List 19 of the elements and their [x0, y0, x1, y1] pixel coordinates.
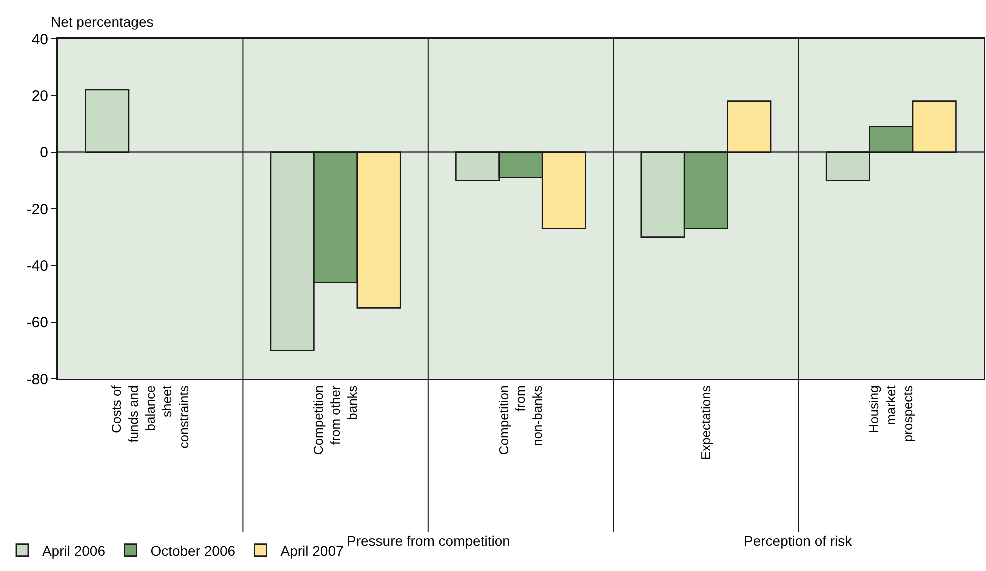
y-tick-label: -20 — [26, 201, 48, 218]
x-tick-label: Costs of funds and balance sheet constraints — [109, 385, 192, 449]
y-tick-label: -60 — [26, 314, 48, 332]
legend-label: October 2006 — [150, 542, 236, 559]
legend-label: April 2007 — [280, 542, 344, 559]
y-tick-label: 0 — [40, 144, 48, 162]
legend-label: April 2006 — [42, 542, 106, 559]
x-tick-label: Competition from non-banks — [496, 385, 546, 456]
y-tick-label: 40 — [32, 31, 48, 48]
y-tick-label: -80 — [26, 371, 48, 388]
x-tick-label: Competition from other banks — [311, 385, 360, 456]
y-tick-label: -40 — [26, 258, 48, 275]
text: Perception of risk — [744, 533, 854, 549]
y-tick-label: 20 — [32, 88, 48, 105]
text: Pressure from competition — [347, 533, 510, 549]
y-axis-title: Net percentages — [51, 14, 154, 30]
x-tick-label: Housing market prospects — [866, 385, 916, 442]
bar — [85, 89, 130, 153]
x-tick-label: Expectations — [698, 385, 714, 460]
